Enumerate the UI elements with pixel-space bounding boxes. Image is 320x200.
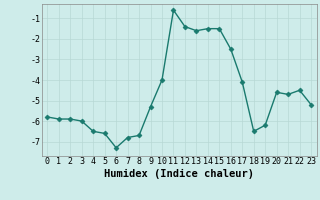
X-axis label: Humidex (Indice chaleur): Humidex (Indice chaleur) — [104, 169, 254, 179]
